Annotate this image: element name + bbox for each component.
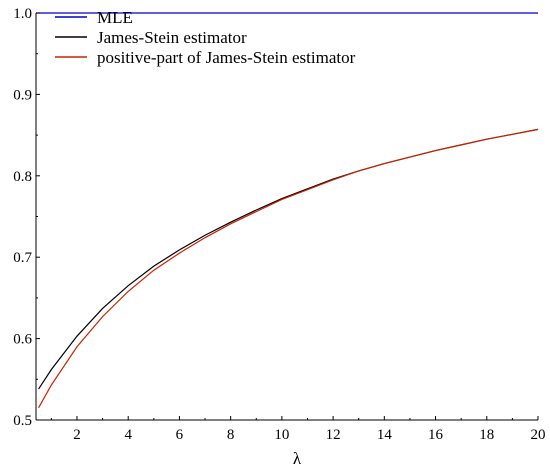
- x-tick-label: 20: [531, 427, 546, 443]
- plot-area: [36, 12, 539, 409]
- x-tick-label: 10: [274, 427, 289, 443]
- legend-label-1: James-Stein estimator: [97, 28, 247, 47]
- x-tick-label: 2: [73, 427, 81, 443]
- x-tick-label: 18: [479, 427, 494, 443]
- x-tick-label: 16: [428, 427, 444, 443]
- y-tick-label: 1.0: [13, 6, 32, 22]
- x-tick-label: 8: [227, 427, 235, 443]
- x-tick-label: 4: [124, 427, 132, 443]
- series-line-2: [38, 128, 539, 409]
- y-tick-label: 0.7: [13, 250, 32, 266]
- x-axis-label: λ: [293, 449, 302, 468]
- y-tick-label: 0.9: [13, 87, 32, 103]
- x-tick-label: 12: [326, 427, 341, 443]
- y-tick-label: 0.5: [13, 413, 32, 429]
- x-tick-label: 14: [377, 427, 393, 443]
- legend-label-2: positive-part of James-Stein estimator: [97, 48, 356, 67]
- y-tick-label: 0.6: [13, 332, 32, 348]
- y-tick-label: 0.8: [13, 169, 32, 185]
- axes: 2 4 6 8 10 12 14 16 18 20 0.5 0.6 0.7 0.8 0.9 1.0: [13, 6, 545, 443]
- legend-label-0: MLE: [97, 8, 133, 27]
- x-tick-label: 6: [176, 427, 184, 443]
- series-line-1: [38, 128, 539, 390]
